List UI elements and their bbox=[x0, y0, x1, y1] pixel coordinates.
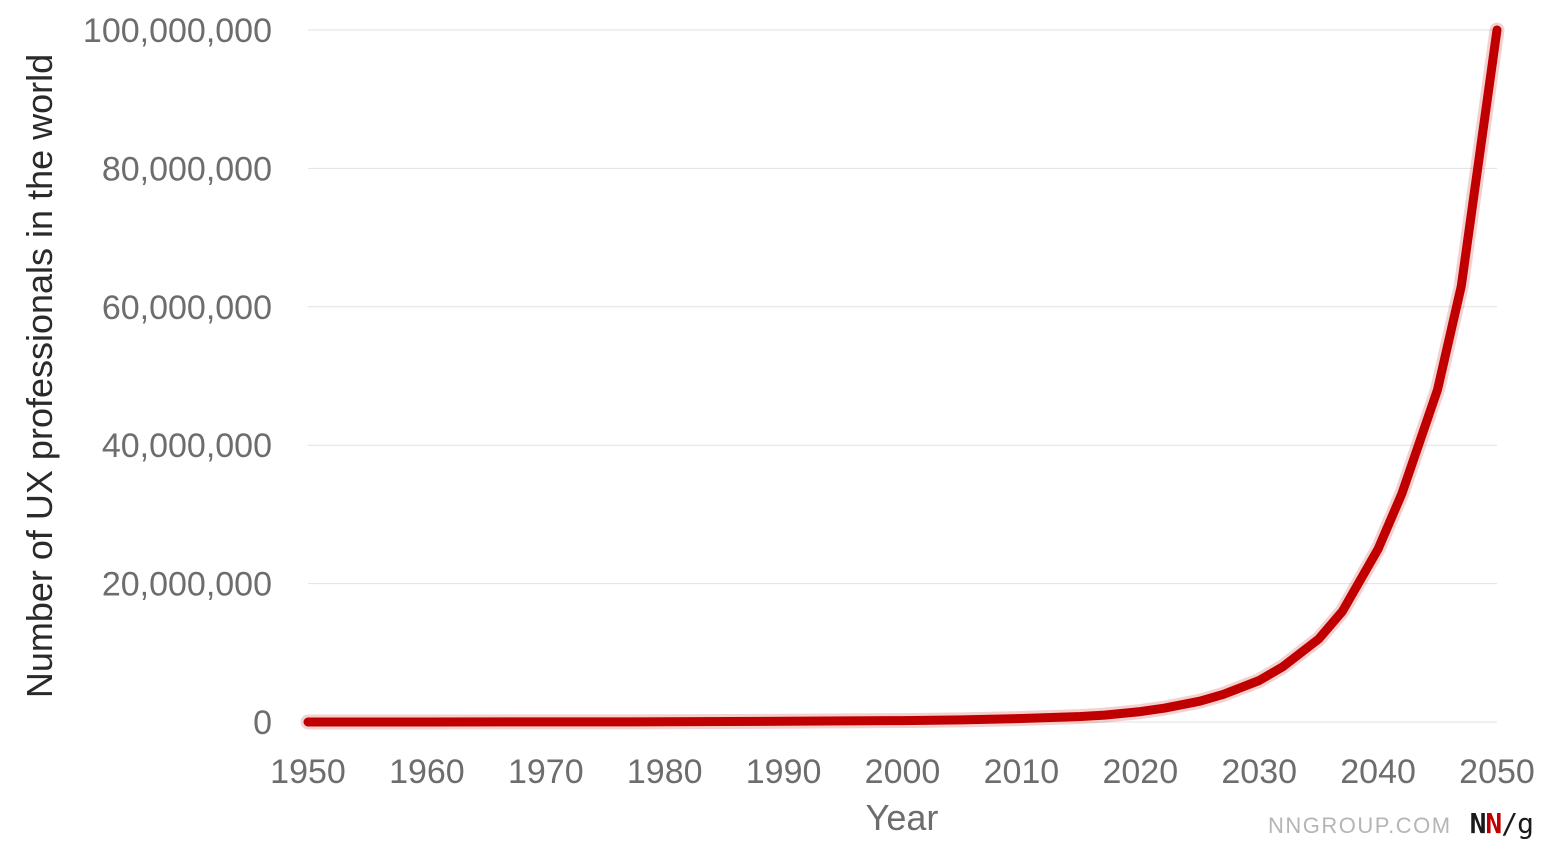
x-tick-label: 2000 bbox=[865, 753, 941, 791]
y-tick-label: 0 bbox=[253, 704, 272, 742]
series-line-shadow bbox=[300, 22, 1505, 730]
x-tick-label: 1950 bbox=[270, 753, 346, 791]
y-tick-label: 80,000,000 bbox=[102, 150, 272, 188]
x-tick-label: 1970 bbox=[508, 753, 584, 791]
x-tick-label: 2030 bbox=[1221, 753, 1297, 791]
series-line bbox=[303, 25, 1502, 727]
series-group bbox=[300, 22, 1505, 730]
x-tick-label: 2020 bbox=[1102, 753, 1178, 791]
y-axis-title: Number of UX professionals in the world bbox=[19, 54, 60, 698]
logo-letter-n1: N bbox=[1469, 807, 1487, 840]
x-axis-title: Year bbox=[866, 797, 939, 838]
x-tick-label: 2040 bbox=[1340, 753, 1416, 791]
y-tick-label: 20,000,000 bbox=[102, 566, 272, 604]
logo-slash: / bbox=[1501, 807, 1518, 840]
x-tick-label: 1990 bbox=[746, 753, 822, 791]
x-tick-label: 1980 bbox=[627, 753, 703, 791]
y-tick-label: 60,000,000 bbox=[102, 289, 272, 327]
brand-site-text: NNGROUP.COM bbox=[1268, 813, 1452, 838]
y-tick-label: 100,000,000 bbox=[83, 12, 272, 50]
x-tick-label: 1960 bbox=[389, 753, 465, 791]
x-axis-tick-labels: 1950 1960 1970 1980 1990 2000 2010 2020 2030 2040… bbox=[270, 753, 1535, 791]
y-tick-label: 40,000,000 bbox=[102, 427, 272, 465]
logo-letter-n2: N bbox=[1485, 807, 1502, 840]
x-tick-label: 2010 bbox=[984, 753, 1060, 791]
y-axis-tick-labels: 0 20,000,000 40,000,000 60,000,000 80,000,00… bbox=[83, 12, 272, 742]
x-tick-label: 2050 bbox=[1459, 753, 1535, 791]
logo-letter-g: g bbox=[1517, 807, 1534, 840]
gridlines bbox=[308, 29, 1497, 723]
nng-logo-icon: NN/g bbox=[1469, 807, 1534, 840]
brand-footer: NNGROUP.COM NN/g bbox=[1268, 807, 1534, 840]
